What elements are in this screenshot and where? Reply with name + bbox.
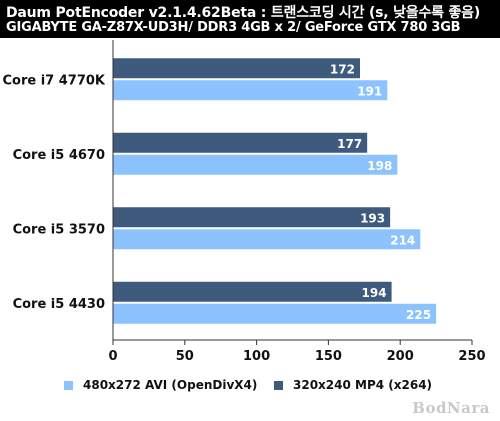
watermark-logo: BodNara	[412, 399, 490, 417]
x-tick-label: 50	[176, 349, 194, 364]
x-tick-label: 150	[315, 349, 342, 364]
data-label: 177	[337, 137, 362, 151]
data-label: 225	[406, 308, 431, 322]
data-label: 198	[367, 159, 392, 173]
data-label: 214	[390, 233, 415, 247]
x-tick-label: 100	[243, 349, 270, 364]
legend-swatch-avi	[64, 380, 73, 390]
legend-label-mp4: 320x240 MP4 (x264)	[293, 378, 433, 392]
bar	[113, 207, 391, 228]
data-label: 172	[330, 62, 355, 76]
legend-label-avi: 480x272 AVI (OpenDivX4)	[83, 378, 258, 392]
bar	[113, 229, 421, 250]
data-label: 193	[360, 211, 385, 225]
chart-subtitle: GIGABYTE GA-Z87X-UD3H/ DDR3 4GB x 2/ GeF…	[6, 20, 461, 35]
chart-legend: 480x272 AVI (OpenDivX4) 320x240 MP4 (x26…	[0, 378, 500, 398]
data-label: 194	[362, 286, 387, 300]
bar	[113, 281, 392, 302]
bar	[113, 303, 437, 324]
chart-header: Daum PotEncoder v2.1.4.62Beta : 트랜스코딩 시간…	[0, 0, 500, 38]
category-label: Core i5 4430	[13, 297, 105, 312]
bar	[113, 132, 368, 153]
legend-swatch-mp4	[274, 380, 283, 390]
legend-item-avi: 480x272 AVI (OpenDivX4)	[64, 378, 257, 392]
chart-title: Daum PotEncoder v2.1.4.62Beta : 트랜스코딩 시간…	[6, 5, 481, 21]
category-label: Core i5 4670	[13, 148, 105, 163]
category-label: Core i7 4770K	[2, 73, 105, 88]
legend-item-mp4: 320x240 MP4 (x264)	[274, 378, 432, 392]
x-tick-label: 200	[387, 349, 414, 364]
data-label: 191	[357, 84, 382, 98]
bar	[113, 58, 360, 79]
category-label: Core i5 3570	[13, 222, 105, 237]
x-tick-label: 0	[108, 349, 117, 364]
bar	[113, 154, 398, 175]
x-tick-label: 250	[458, 349, 485, 364]
bar	[113, 80, 388, 101]
